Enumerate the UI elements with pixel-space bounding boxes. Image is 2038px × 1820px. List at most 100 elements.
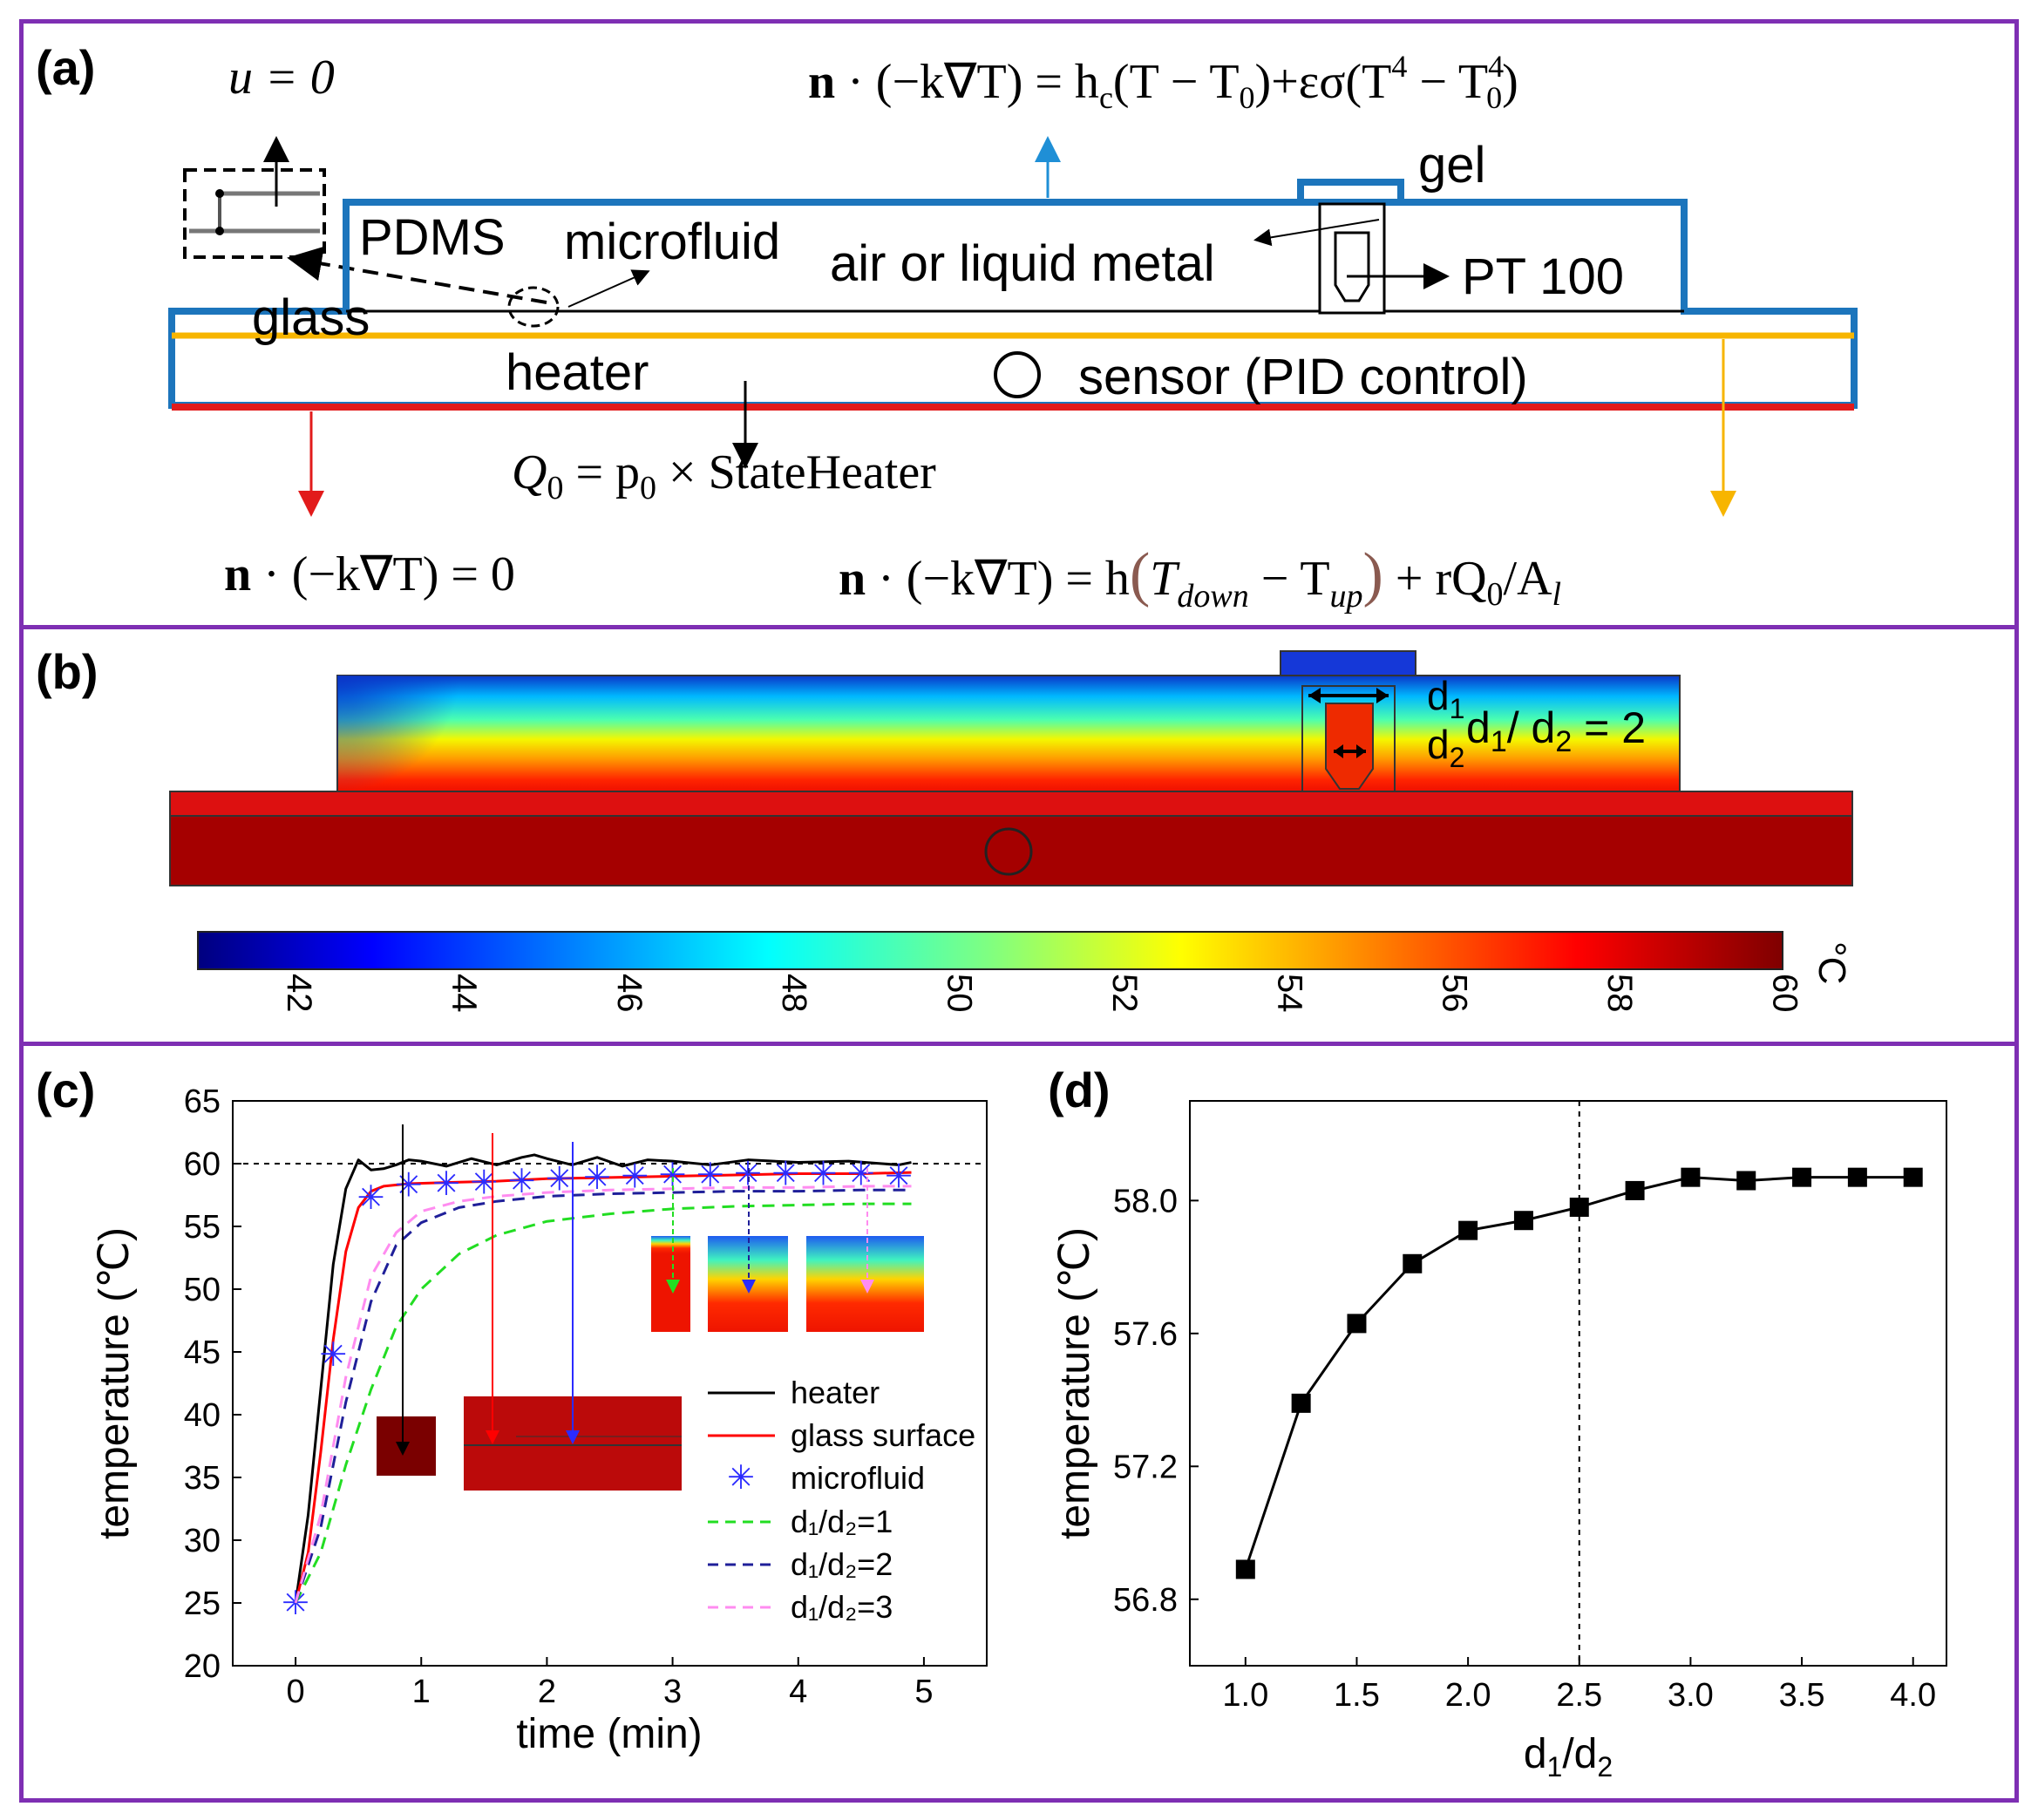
colorbar xyxy=(197,931,1783,970)
glass-label: glass xyxy=(252,289,370,346)
chart-c-ytick-label: 65 xyxy=(184,1083,221,1120)
panel-d-label: (d) xyxy=(1048,1063,1111,1117)
chart-d-xlabel: d1/d2 xyxy=(1524,1731,1613,1783)
chart-d-ytick-label: 57.6 xyxy=(1113,1316,1178,1353)
chart-c-legend: heater glass surface ✳ microfluid d₁/d₂=… xyxy=(708,1375,975,1625)
sensor-label: sensor (PID control) xyxy=(1078,349,1528,405)
microfluid-label: microfluid xyxy=(564,214,780,270)
chart-c-ytick-label: 60 xyxy=(184,1146,221,1183)
panel-b-diagram: (b) d1 d2 d1/ d2 = 2 °C 42 44 46 48 50 52 54 56… xyxy=(36,644,1853,1013)
chart-d-xtick-label: 1.0 xyxy=(1222,1677,1268,1714)
chart-c-series: ✳✳✳ ✳ ✳ ✳ ✳ ✳ ✳ ✳ ✳ ✳ ✳ ✳ ✳ ✳ ✳ xyxy=(282,1153,913,1622)
chart-c-frame xyxy=(232,1100,988,1667)
panel-c-d: (c) (d) 0 1 2 3 4 5 20 25 30 35 40 45 50 55 60 65 ✳ ✳ ✳ ✳ ✳… xyxy=(19,1042,2019,1803)
chart-d-xtick-label: 2.5 xyxy=(1556,1677,1602,1714)
chart-d-point xyxy=(1903,1167,1923,1187)
legend-microfluid: microfluid xyxy=(791,1460,925,1496)
legend-microfluid-marker: ✳ xyxy=(727,1458,755,1497)
chart-d-point xyxy=(1847,1167,1867,1187)
inset-box xyxy=(183,168,326,259)
inset-leader-dashed xyxy=(287,246,547,304)
chart-d-xtick-label: 1.5 xyxy=(1334,1677,1380,1714)
chart-d-series xyxy=(1235,1167,1923,1579)
colorbar-tick-0: 42 xyxy=(280,974,318,1013)
chart-d-point xyxy=(1347,1314,1367,1334)
chart-d-frame xyxy=(1189,1100,1947,1667)
chart-c-ylabel: temperature (℃) xyxy=(92,1227,138,1539)
chart-d-ytick-label: 56.8 xyxy=(1113,1582,1178,1619)
colorbar-tick-7: 56 xyxy=(1436,974,1474,1013)
gel-cap xyxy=(1297,179,1404,202)
field-pdms xyxy=(336,675,1681,792)
series-line-1 xyxy=(294,1171,912,1604)
pdms-glass-boundary xyxy=(168,199,1858,409)
chart-d-point xyxy=(1792,1167,1812,1187)
chart-c-ytick-label: 40 xyxy=(184,1397,221,1434)
chart-d-ytick-label: 57.2 xyxy=(1113,1449,1178,1485)
microfluid-region xyxy=(507,286,560,328)
series-line-5 xyxy=(294,1185,912,1604)
colorbar-tick-2: 46 xyxy=(610,974,649,1013)
inset-heater xyxy=(377,1416,436,1476)
chart-d-ticks: 1.0 1.5 2.0 2.5 3.0 3.5 4.0 56.8 57.2 57.6 58.0 xyxy=(1113,1183,1936,1714)
series-line-4 xyxy=(294,1188,912,1604)
colorbar-tick-1: 44 xyxy=(445,974,483,1013)
chart-d-xtick-label: 3.5 xyxy=(1779,1677,1825,1714)
colorbar-tick-4: 50 xyxy=(941,974,979,1013)
eq-u-zero: u = 0 xyxy=(228,51,335,105)
microfluid-point: ✳ xyxy=(432,1165,460,1203)
colorbar-unit: °C xyxy=(1810,941,1853,984)
inset-d3 xyxy=(806,1236,924,1332)
chart-c-xtick-label: 5 xyxy=(914,1674,933,1710)
colorbar-tick-8: 58 xyxy=(1600,974,1639,1013)
eq-bottom-insulated: n · (−k∇T) = 0 xyxy=(224,547,515,601)
eq-heat-source: Q0 = p0 × StateHeater xyxy=(512,445,936,506)
pt100-probe xyxy=(1334,231,1370,302)
panel-a-label: (a) xyxy=(36,40,95,95)
field-gel xyxy=(1280,650,1416,676)
d2-label: d2 xyxy=(1427,722,1464,773)
chart-c-xtick-label: 1 xyxy=(412,1674,431,1710)
ratio-label: d1/ d2 = 2 xyxy=(1466,703,1646,758)
pdms-label: PDMS xyxy=(359,209,506,266)
chart-c-xtick-label: 2 xyxy=(538,1674,556,1710)
chart-c-ytick-label: 45 xyxy=(184,1334,221,1371)
chart-d-ytick-label: 58.0 xyxy=(1113,1183,1178,1219)
chart-d-point xyxy=(1291,1393,1311,1413)
colorbar-tick-3: 48 xyxy=(775,974,813,1013)
chart-d-point xyxy=(1513,1211,1533,1231)
panel-a: (a) u = 0 n · (−k∇T) = hc(T − T0)+εσ(T4 … xyxy=(19,19,2019,629)
chart-c-xtick-label: 4 xyxy=(789,1674,807,1710)
field-sensor xyxy=(984,827,1033,876)
chart-c-ytick-label: 35 xyxy=(184,1460,221,1497)
sensor-circle xyxy=(994,351,1041,398)
chart-d-ylabel: temperature (℃) xyxy=(1052,1227,1098,1539)
eq-interface-flux: n · (−k∇T) = h(Tdown − Tup) + rQ0/Al xyxy=(839,541,1561,615)
chart-d-xtick-label: 3.0 xyxy=(1668,1677,1714,1714)
legend-d1: d₁/d₂=1 xyxy=(791,1504,893,1539)
chart-c-ytick-label: 20 xyxy=(184,1648,221,1685)
chart-c-ytick-label: 25 xyxy=(184,1586,221,1622)
microfluid-point: ✳ xyxy=(357,1178,385,1217)
chart-d-point xyxy=(1235,1559,1255,1579)
chart-c-xlabel: time (min) xyxy=(516,1711,702,1757)
gel-label: gel xyxy=(1418,137,1485,194)
chart-d-point xyxy=(1569,1197,1589,1217)
chart-c-xtick-label: 3 xyxy=(663,1674,682,1710)
colorbar-tick-5: 52 xyxy=(1105,974,1144,1013)
inset-dot-2 xyxy=(215,227,224,235)
chart-c-ytick-label: 50 xyxy=(184,1272,221,1308)
chart-d-point xyxy=(1403,1253,1423,1273)
chart-d-point xyxy=(1736,1171,1756,1191)
microfluid-pointer xyxy=(567,269,650,308)
air-metal-label: air or liquid metal xyxy=(830,235,1215,292)
legend-heater: heater xyxy=(791,1375,880,1410)
legend-glass: glass surface xyxy=(791,1417,975,1453)
legend-d2: d₁/d₂=2 xyxy=(791,1546,893,1582)
chart-d-point xyxy=(1681,1167,1701,1187)
panel-b: (b) d1 d2 d1/ d2 = 2 °C 42 44 46 48 50 52 54 56… xyxy=(19,625,2019,1046)
gel-pointer xyxy=(1253,219,1380,247)
series-line-0 xyxy=(294,1153,912,1604)
colorbar-tick-6: 54 xyxy=(1270,974,1308,1013)
